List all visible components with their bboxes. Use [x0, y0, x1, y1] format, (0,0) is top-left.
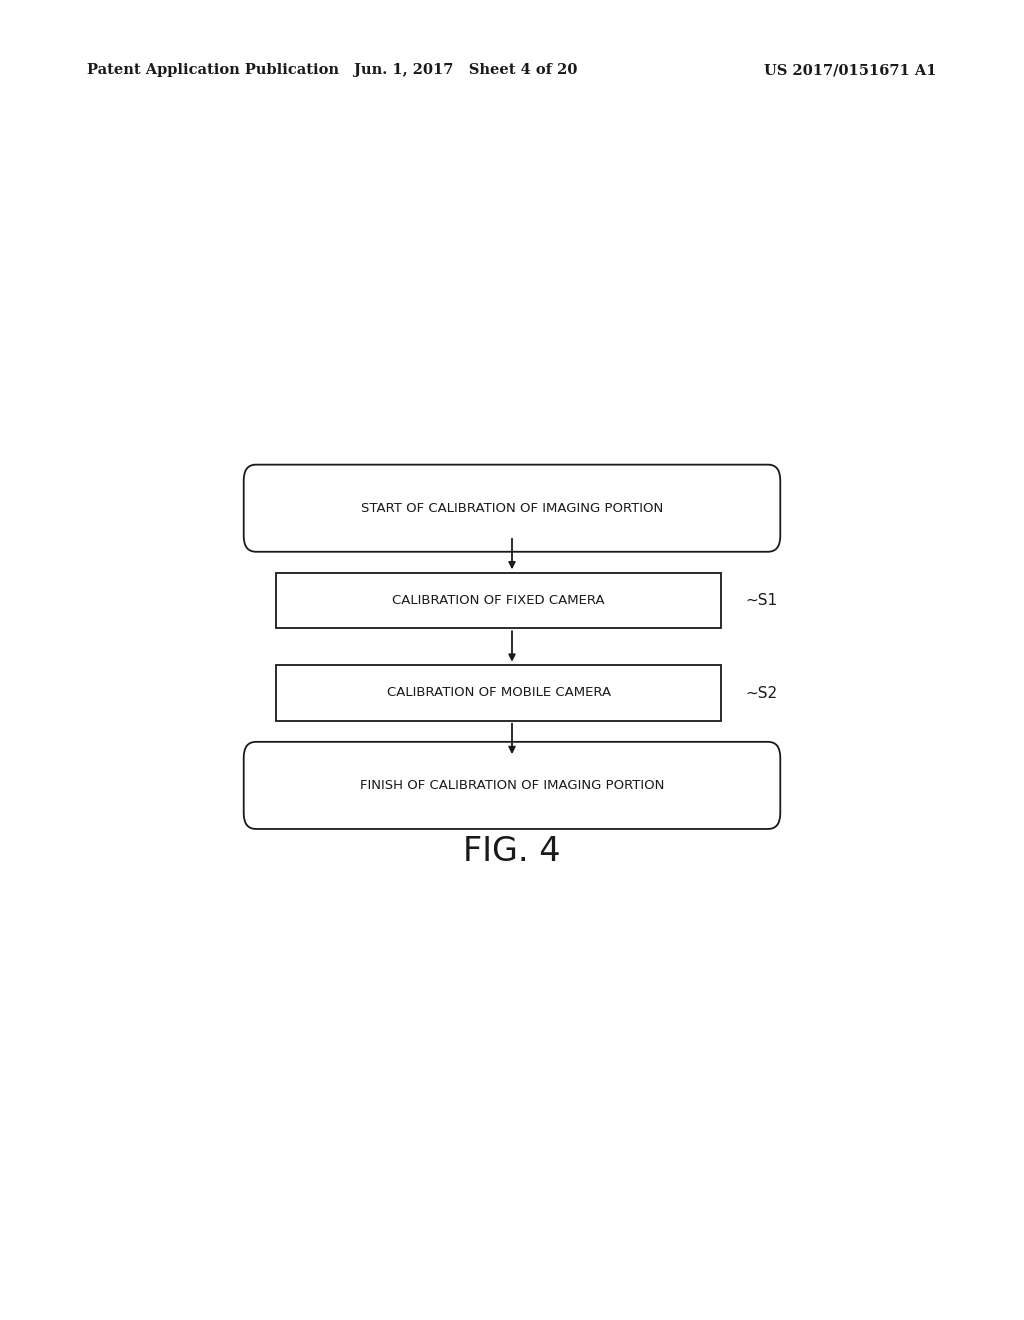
FancyBboxPatch shape [244, 465, 780, 552]
Text: FINISH OF CALIBRATION OF IMAGING PORTION: FINISH OF CALIBRATION OF IMAGING PORTION [359, 779, 665, 792]
Text: ~S1: ~S1 [745, 593, 777, 609]
Bar [275, 573, 721, 628]
Text: Patent Application Publication: Patent Application Publication [87, 63, 339, 78]
Text: FIG. 4: FIG. 4 [463, 836, 561, 869]
Text: CALIBRATION OF FIXED CAMERA: CALIBRATION OF FIXED CAMERA [392, 594, 605, 607]
Text: CALIBRATION OF MOBILE CAMERA: CALIBRATION OF MOBILE CAMERA [387, 686, 610, 700]
Text: ~S2: ~S2 [745, 685, 777, 701]
FancyBboxPatch shape [244, 742, 780, 829]
Text: START OF CALIBRATION OF IMAGING PORTION: START OF CALIBRATION OF IMAGING PORTION [360, 502, 664, 515]
Bar [275, 665, 721, 721]
Text: US 2017/0151671 A1: US 2017/0151671 A1 [765, 63, 937, 78]
Text: Jun. 1, 2017   Sheet 4 of 20: Jun. 1, 2017 Sheet 4 of 20 [354, 63, 578, 78]
